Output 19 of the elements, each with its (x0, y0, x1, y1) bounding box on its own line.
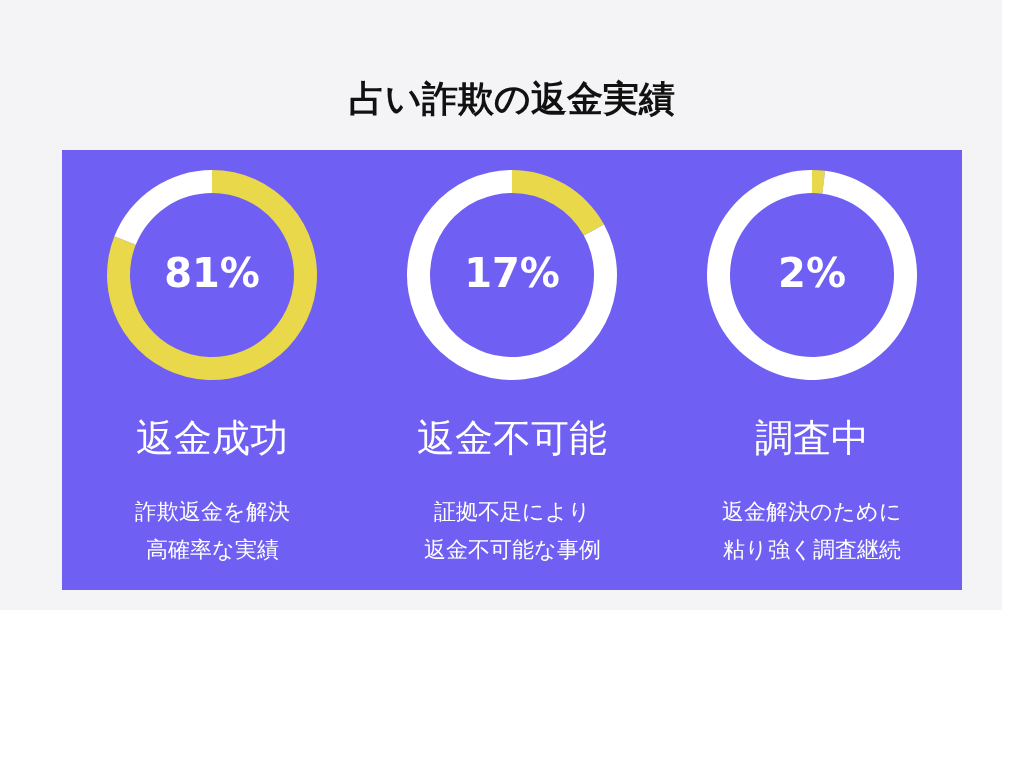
text: 調査中 (755, 416, 869, 460)
donut-slice (812, 170, 826, 194)
text: 占い詐欺の返金実績 (349, 78, 675, 119)
text: 高確率な実績 (145, 537, 279, 562)
donut-slice (114, 170, 212, 245)
data-label: 17% (464, 250, 560, 296)
donut-slice (707, 170, 917, 380)
text: 返金不可能な事例 (423, 537, 601, 562)
text: 証拠不足により (433, 499, 591, 524)
data-label: 2% (778, 250, 846, 296)
donut-slice (107, 170, 317, 380)
data-label: 81% (164, 250, 260, 296)
text: 返金解決のために (722, 499, 902, 524)
donut-slice (407, 170, 617, 380)
text: 返金成功 (136, 416, 288, 460)
text: 返金不可能 (417, 416, 607, 460)
text: 詐欺返金を解決 (134, 499, 290, 524)
text: 粘り強く調査継続 (723, 537, 901, 562)
donut-slice (512, 170, 605, 236)
